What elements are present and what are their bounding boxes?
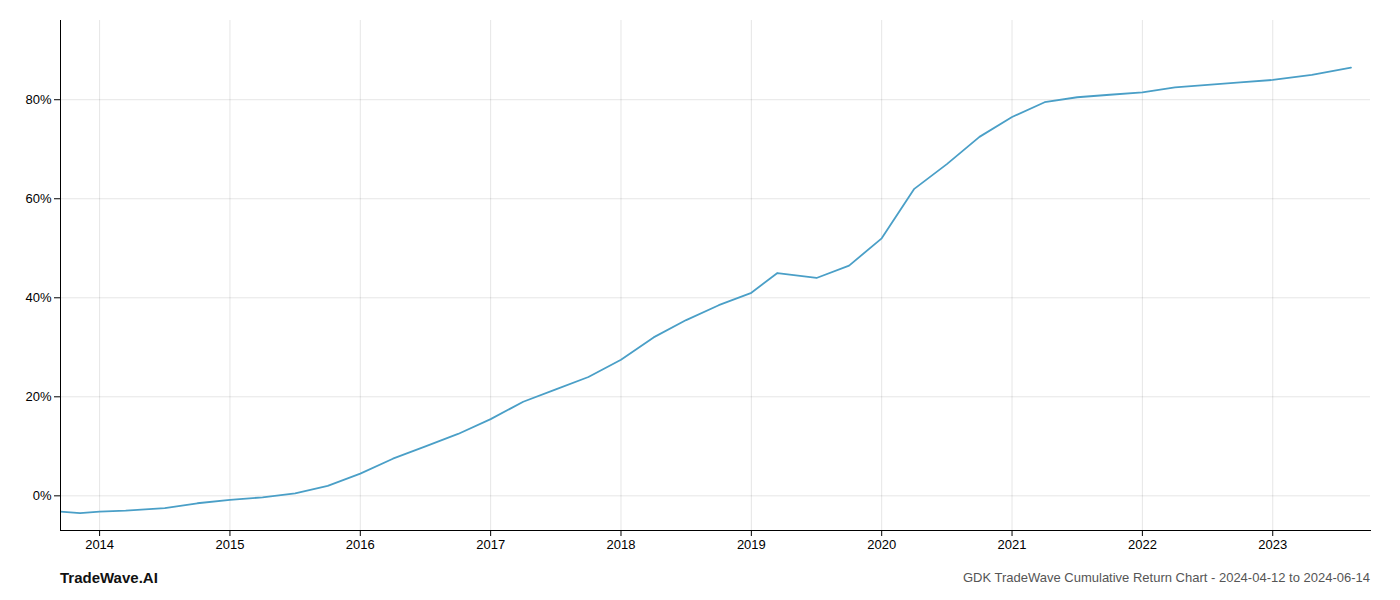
html-text:TradeWave.AI: TradeWave.AI <box>60 569 158 586</box>
svg-text:2019: 2019 <box>737 537 766 552</box>
svg-text:0%: 0% <box>33 488 52 503</box>
svg-text:2014: 2014 <box>85 537 114 552</box>
svg-text:40%: 40% <box>25 290 51 305</box>
svg-text:60%: 60% <box>25 191 51 206</box>
svg-text:2022: 2022 <box>1128 537 1157 552</box>
svg-text:2016: 2016 <box>346 537 375 552</box>
html-text:GDK TradeWave Cumulative Retur: GDK TradeWave Cumulative Return Chart - … <box>962 570 1370 585</box>
svg-text:2021: 2021 <box>998 537 1027 552</box>
svg-text:2018: 2018 <box>607 537 636 552</box>
svg-text:2015: 2015 <box>215 537 244 552</box>
svg-text:2023: 2023 <box>1258 537 1287 552</box>
svg-text:80%: 80% <box>25 92 51 107</box>
svg-text:2020: 2020 <box>867 537 896 552</box>
svg-text:20%: 20% <box>25 389 51 404</box>
svg-text:2017: 2017 <box>476 537 505 552</box>
